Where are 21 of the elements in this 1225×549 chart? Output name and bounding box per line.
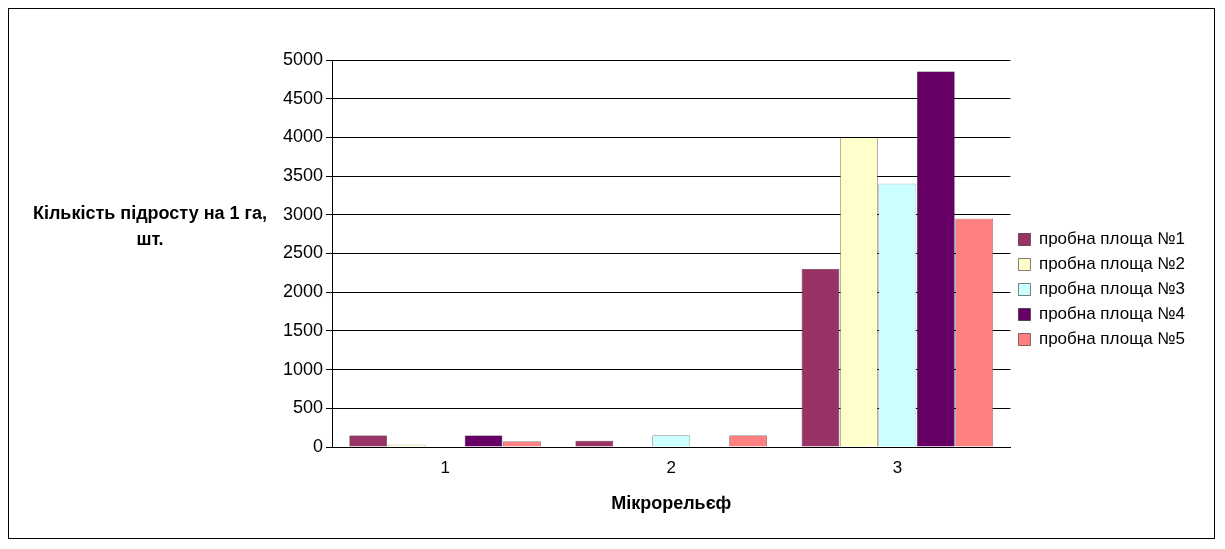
y-tick-label: 3500 (283, 165, 324, 186)
y-tick-label: 500 (293, 397, 324, 418)
y-tick-label: 1500 (283, 319, 324, 340)
y-tick-label: 0 (313, 435, 324, 456)
x-tick-label: 3 (892, 457, 903, 477)
y-tick-label: 3000 (283, 203, 324, 224)
x-tick-label: 2 (666, 457, 676, 477)
y-axis-title: Кількість підросту на 1 га, шт. (31, 202, 269, 251)
y-tick-label: 2000 (283, 281, 324, 302)
legend-label: пробна площа №1 (1038, 229, 1185, 249)
y-tick-label: 5000 (283, 48, 324, 69)
legend-label: пробна площа №4 (1038, 304, 1185, 324)
legend-label: пробна площа №2 (1038, 254, 1185, 274)
legend-label: пробна площа №5 (1038, 329, 1185, 349)
x-axis-title: Мікрорельєф (611, 493, 732, 514)
y-tick-label: 4000 (283, 126, 324, 147)
y-tick-label: 4500 (283, 87, 324, 108)
legend-label: пробна площа №3 (1038, 279, 1185, 299)
x-tick-label: 1 (440, 457, 450, 477)
y-tick-label: 2500 (283, 242, 324, 263)
y-tick-label: 1000 (283, 358, 324, 379)
